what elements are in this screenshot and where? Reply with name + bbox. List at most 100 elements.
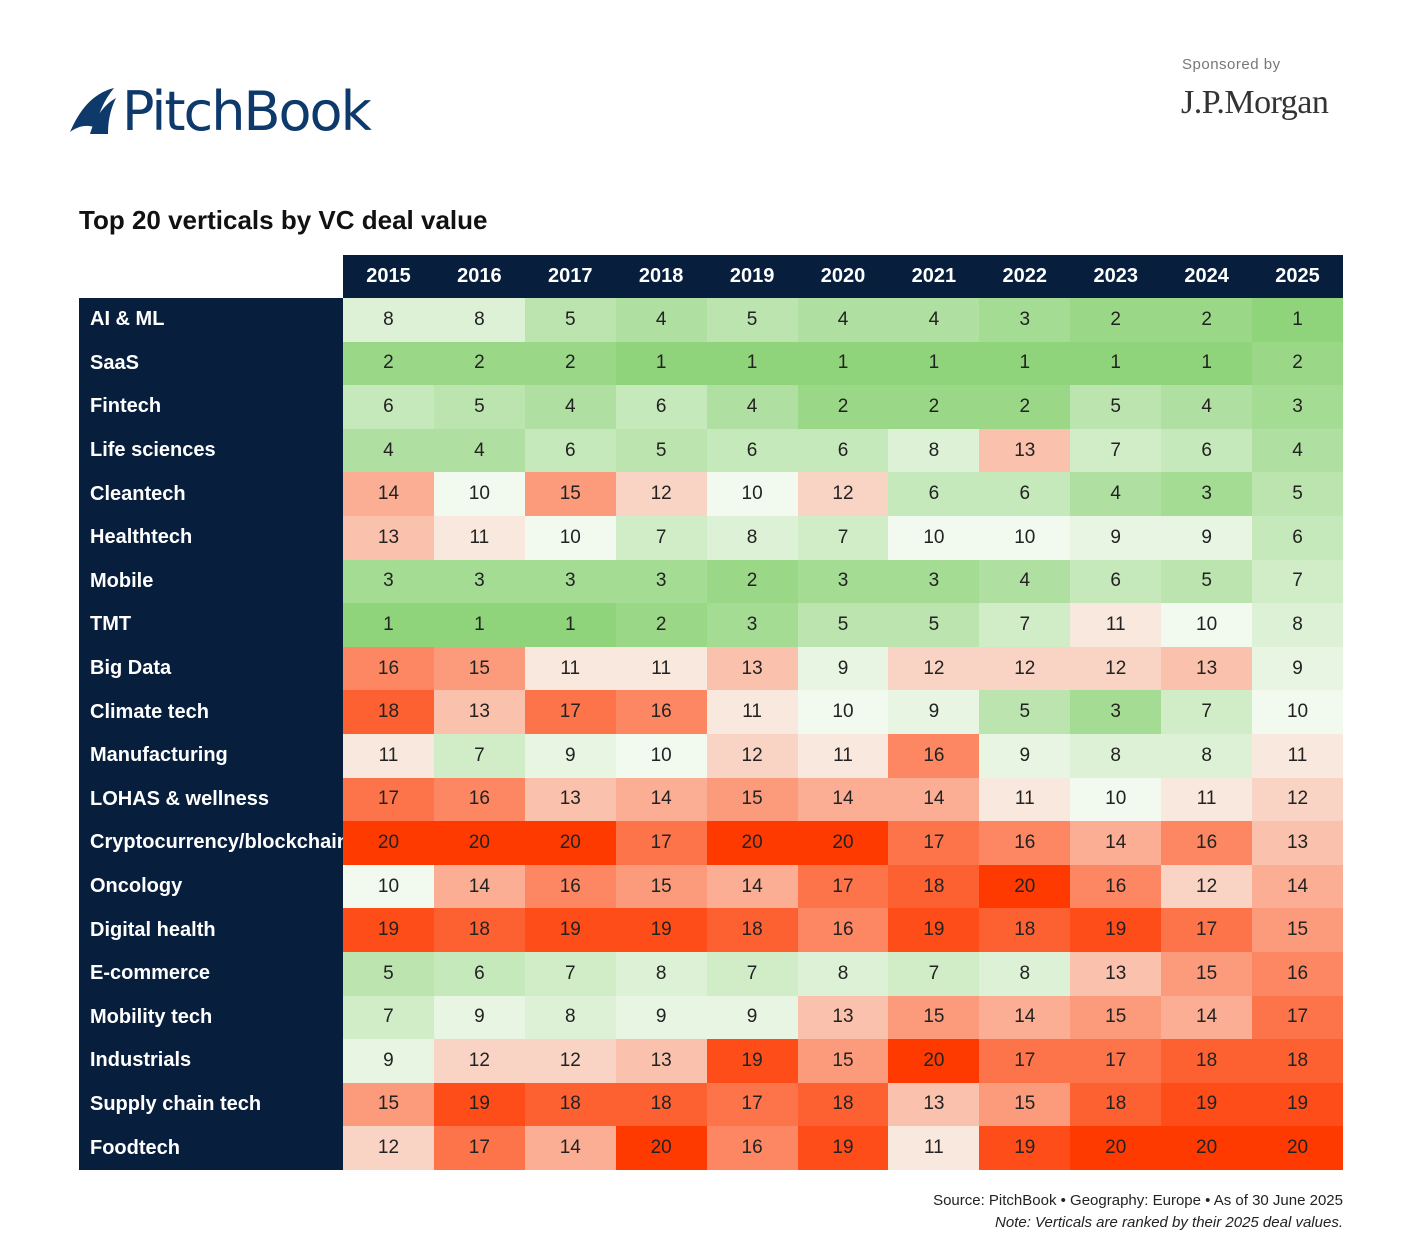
heatmap-cell: 3 [615, 559, 707, 604]
heatmap-cell: 1 [1252, 298, 1343, 342]
heatmap-cell: 14 [1161, 995, 1253, 1040]
logo-text: PitchBook [122, 80, 372, 143]
heatmap-cell: 1 [343, 603, 434, 647]
heatmap-cell: 1 [615, 341, 707, 386]
heatmap-cell: 8 [706, 515, 798, 560]
heatmap-cell: 18 [524, 1082, 616, 1127]
sponsored-by-label: Sponsored by [1182, 56, 1281, 73]
heatmap-cell: 4 [524, 385, 616, 429]
heatmap-cell: 6 [979, 472, 1071, 516]
heatmap-cell: 15 [615, 864, 707, 909]
heatmap-row: TMT 1 1 1 2 3 5 5 7 11 10 8 [79, 603, 1343, 647]
column-header: 2017 [524, 255, 616, 298]
heatmap-cell: 13 [1070, 951, 1162, 996]
heatmap-cell: 1 [888, 341, 980, 386]
row-label: Fintech [79, 385, 343, 429]
heatmap-row: Supply chain tech 15 19 18 18 17 18 13 15 18 19 19 [79, 1082, 1343, 1127]
heatmap: 2015 2016 2017 2018 2019 2020 2021 2022 2023 2024… [79, 255, 1343, 1170]
heatmap-cell: 5 [615, 428, 707, 473]
heatmap-cell: 12 [1252, 777, 1343, 822]
heatmap-cell: 10 [343, 864, 434, 909]
heatmap-cell: 12 [433, 1039, 525, 1083]
heatmap-cell: 13 [979, 428, 1071, 473]
heatmap-cell: 14 [1070, 821, 1162, 865]
heatmap-cell: 12 [706, 733, 798, 778]
heatmap-cell: 18 [1252, 1039, 1343, 1083]
heatmap-cell: 20 [979, 864, 1071, 909]
heatmap-cell: 17 [706, 1082, 798, 1127]
heatmap-cell: 16 [797, 908, 889, 952]
heatmap-cell: 7 [979, 603, 1071, 647]
heatmap-row: Fintech 6 5 4 6 4 2 2 2 5 4 3 [79, 385, 1343, 429]
heatmap-cell: 5 [343, 951, 434, 996]
heatmap-cell: 3 [343, 559, 434, 604]
heatmap-row: Climate tech 18 13 17 16 11 10 9 5 3 7 10 [79, 690, 1343, 734]
column-header: 2016 [433, 255, 525, 298]
heatmap-cell: 16 [433, 777, 525, 822]
heatmap-cell: 4 [888, 298, 980, 342]
heatmap-cell: 14 [524, 1126, 616, 1170]
heatmap-cell: 6 [1070, 559, 1162, 604]
heatmap-cell: 2 [433, 341, 525, 386]
heatmap-cell: 17 [1161, 908, 1253, 952]
heatmap-cell: 8 [1252, 603, 1343, 647]
heatmap-cell: 18 [1161, 1039, 1253, 1083]
heatmap-cell: 3 [1070, 690, 1162, 734]
heatmap-cell: 10 [524, 515, 616, 560]
heatmap-cell: 9 [706, 995, 798, 1040]
column-header: 2021 [888, 255, 980, 298]
heatmap-row: LOHAS & wellness 17 16 13 14 15 14 14 11 10 11 12 [79, 777, 1343, 822]
heatmap-cell: 5 [706, 298, 798, 342]
heatmap-row: Mobility tech 7 9 8 9 9 13 15 14 15 14 17 [79, 995, 1343, 1040]
heatmap-cell: 7 [433, 733, 525, 778]
heatmap-cell: 9 [1070, 515, 1162, 560]
heatmap-cell: 19 [979, 1126, 1071, 1170]
row-label: Digital health [79, 908, 343, 952]
heatmap-cell: 6 [433, 951, 525, 996]
header-blank [79, 255, 343, 298]
heatmap-row: E-commerce 5 6 7 8 7 8 7 8 13 15 16 [79, 951, 1343, 996]
heatmap-cell: 19 [1252, 1082, 1343, 1127]
heatmap-cell: 5 [797, 603, 889, 647]
heatmap-cell: 18 [706, 908, 798, 952]
heatmap-cell: 10 [433, 472, 525, 516]
column-header: 2025 [1252, 255, 1343, 298]
heatmap-cell: 14 [706, 864, 798, 909]
heatmap-cell: 9 [797, 646, 889, 691]
header-row: 2015 2016 2017 2018 2019 2020 2021 2022 2023 2024… [79, 255, 1343, 298]
heatmap-cell: 20 [888, 1039, 980, 1083]
heatmap-cell: 7 [1070, 428, 1162, 473]
heatmap-cell: 20 [797, 821, 889, 865]
heatmap-cell: 19 [706, 1039, 798, 1083]
heatmap-cell: 5 [979, 690, 1071, 734]
heatmap-cell: 6 [706, 428, 798, 473]
heatmap-cell: 4 [1070, 472, 1162, 516]
heatmap-cell: 14 [343, 472, 434, 516]
heatmap-cell: 1 [706, 341, 798, 386]
column-header: 2019 [706, 255, 798, 298]
heatmap-cell: 1 [797, 341, 889, 386]
row-label: Life sciences [79, 428, 343, 473]
heatmap-cell: 19 [343, 908, 434, 952]
heatmap-row: Digital health 19 18 19 19 18 16 19 18 19 17 15 [79, 908, 1343, 952]
heatmap-cell: 5 [524, 298, 616, 342]
heatmap-cell: 19 [1161, 1082, 1253, 1127]
heatmap-cell: 3 [979, 298, 1071, 342]
heatmap-cell: 15 [979, 1082, 1071, 1127]
heatmap-cell: 9 [1252, 646, 1343, 691]
heatmap-row: SaaS 2 2 2 1 1 1 1 1 1 1 2 [79, 341, 1343, 386]
heatmap-cell: 5 [1161, 559, 1253, 604]
heatmap-cell: 2 [343, 341, 434, 386]
heatmap-cell: 8 [433, 298, 525, 342]
heatmap-row: Cryptocurrency/blockchain 20 20 20 17 20 20 17 1… [79, 821, 1343, 865]
heatmap-cell: 10 [797, 690, 889, 734]
heatmap-cell: 15 [1070, 995, 1162, 1040]
heatmap-cell: 20 [433, 821, 525, 865]
heatmap-cell: 9 [524, 733, 616, 778]
heatmap-cell: 2 [1070, 298, 1162, 342]
heatmap-cell: 14 [888, 777, 980, 822]
heatmap-cell: 11 [706, 690, 798, 734]
heatmap-cell: 16 [1070, 864, 1162, 909]
heatmap-cell: 2 [1161, 298, 1253, 342]
heatmap-cell: 8 [797, 951, 889, 996]
